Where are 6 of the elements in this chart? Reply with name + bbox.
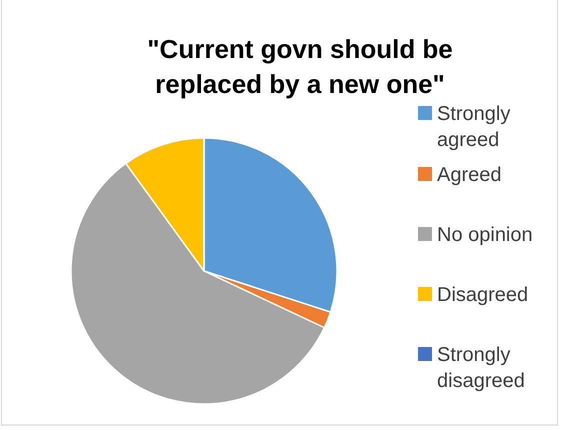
legend-label: Strongly agreed: [437, 103, 510, 151]
legend-label: Agreed: [437, 164, 502, 186]
chart-title: "Current govn should be replaced by a new one": [147, 34, 453, 99]
legend-label: Strongly disagreed: [437, 344, 525, 392]
legend-label: No opinion: [437, 224, 533, 246]
legend-label: Disagreed: [437, 284, 528, 306]
